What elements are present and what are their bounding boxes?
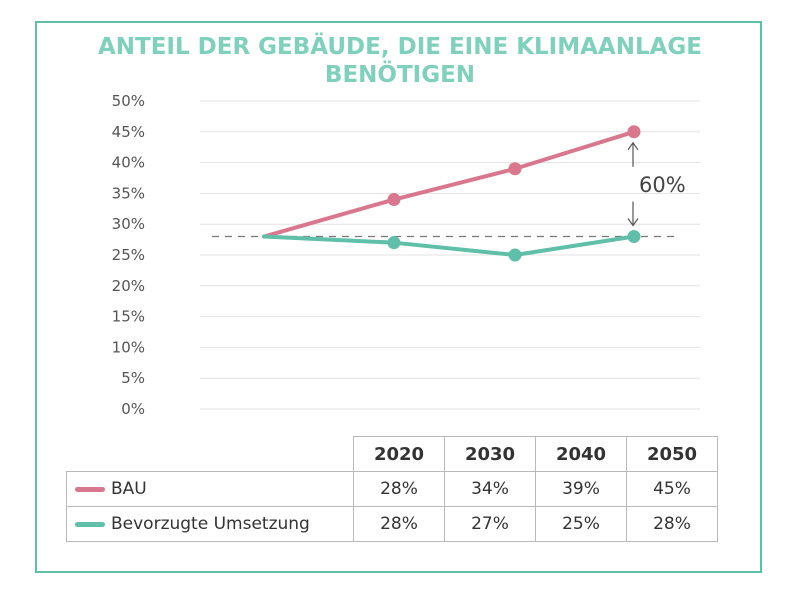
table-cell: 28% [353,471,445,507]
annotation-group: 60% [627,141,686,227]
table-cell: 28% [626,506,718,542]
table-cell: 34% [444,471,536,507]
y-tick-label: 40% [112,154,145,172]
table-row: Bevorzugte Umsetzung 28% 27% 25% 28% [66,506,718,542]
y-tick-label: 20% [112,277,145,295]
table-cell: 25% [535,506,627,542]
series-lines [262,129,636,257]
data-table: 2020 2030 2040 2050 BAU 28% 34% 39% 45% … [66,436,718,542]
y-tick-label: 25% [112,246,145,264]
y-tick-label: 35% [112,184,145,202]
table-cell: 45% [626,471,718,507]
table-corner [67,437,354,472]
line-chart: 0% 5% 10% 15% 20% 25% 30% 35% 40% 45% 50% 60% [112,92,700,418]
y-tick-label: 5% [121,369,145,387]
y-tick-label: 45% [112,123,145,141]
data-point [627,230,641,244]
y-tick-label: 50% [112,92,145,110]
data-point [387,236,401,250]
table-header-cell: 2040 [535,436,627,472]
legend-label: Bevorzugte Umsetzung [111,514,310,534]
annotation-arrowhead-down [627,218,639,227]
series-line-bau [262,129,636,239]
table-row: BAU 28% 34% 39% 45% [66,471,718,507]
data-point [508,248,522,262]
chart-title-line-2: BENÖTIGEN [324,62,476,88]
table-header-cell: 2050 [626,436,718,472]
legend-entry-bau: BAU [66,471,354,507]
table-header-cell: 2020 [353,436,445,472]
series-line-bevorzugt [262,234,636,257]
annotation-label: 60% [639,173,686,197]
table-cell: 27% [444,506,536,542]
table-header-cell: 2030 [444,436,536,472]
annotation-arrowhead-up [627,141,639,151]
chart-frame [35,21,762,573]
legend-label: BAU [111,479,147,499]
y-tick-label: 30% [112,215,145,233]
legend-swatch-bevorzugt [75,521,105,527]
data-point [627,125,641,139]
data-point [508,162,522,176]
gridlines [200,100,700,410]
y-tick-label: 15% [112,308,145,326]
y-tick-label: 0% [121,400,145,418]
data-point [387,193,401,207]
table-cell: 28% [353,506,445,542]
legend-swatch-bau [75,486,105,492]
y-tick-label: 10% [112,338,145,356]
table-header-row: 2020 2030 2040 2050 [67,436,718,472]
series-points [387,125,641,262]
chart-title-line-1: ANTEIL DER GEBÄUDE, DIE EINE KLIMAANLAGE [97,34,703,60]
y-axis-ticks: 0% 5% 10% 15% 20% 25% 30% 35% 40% 45% 50% [112,92,145,418]
chart-title: ANTEIL DER GEBÄUDE, DIE EINE KLIMAANLAGE… [40,33,760,89]
table-cell: 39% [535,471,627,507]
legend-entry-bevorzugt: Bevorzugte Umsetzung [66,506,354,542]
